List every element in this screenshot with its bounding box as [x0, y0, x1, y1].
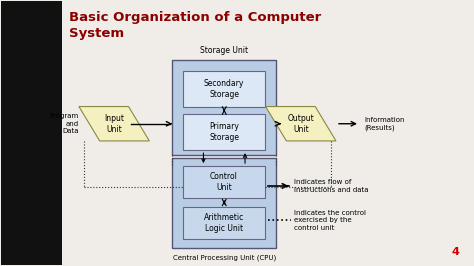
Text: Input
Unit: Input Unit	[104, 114, 124, 134]
Text: Central Processing Unit (CPU): Central Processing Unit (CPU)	[173, 255, 276, 261]
FancyBboxPatch shape	[172, 60, 276, 156]
Text: Secondary
Storage: Secondary Storage	[204, 79, 244, 99]
FancyBboxPatch shape	[0, 1, 62, 265]
FancyBboxPatch shape	[172, 158, 276, 248]
Text: Indicates flow of
instructions and data: Indicates flow of instructions and data	[294, 179, 368, 193]
FancyBboxPatch shape	[182, 114, 265, 150]
Polygon shape	[79, 107, 149, 141]
FancyBboxPatch shape	[182, 71, 265, 107]
FancyBboxPatch shape	[182, 207, 265, 239]
Text: Program
and
Data: Program and Data	[50, 113, 79, 134]
Text: Arithmetic
Logic Unit: Arithmetic Logic Unit	[204, 213, 244, 233]
Polygon shape	[265, 107, 336, 141]
Text: Indicates the control
exercised by the
control unit: Indicates the control exercised by the c…	[294, 210, 366, 231]
Text: Storage Unit: Storage Unit	[200, 46, 248, 55]
Text: 4: 4	[451, 247, 459, 257]
Text: Output
Unit: Output Unit	[287, 114, 314, 134]
FancyBboxPatch shape	[182, 166, 265, 198]
Text: Primary
Storage: Primary Storage	[209, 122, 239, 142]
Text: Information
(Results): Information (Results)	[365, 117, 405, 131]
Text: Control
Unit: Control Unit	[210, 172, 238, 192]
Text: Basic Organization of a Computer
System: Basic Organization of a Computer System	[69, 11, 321, 40]
